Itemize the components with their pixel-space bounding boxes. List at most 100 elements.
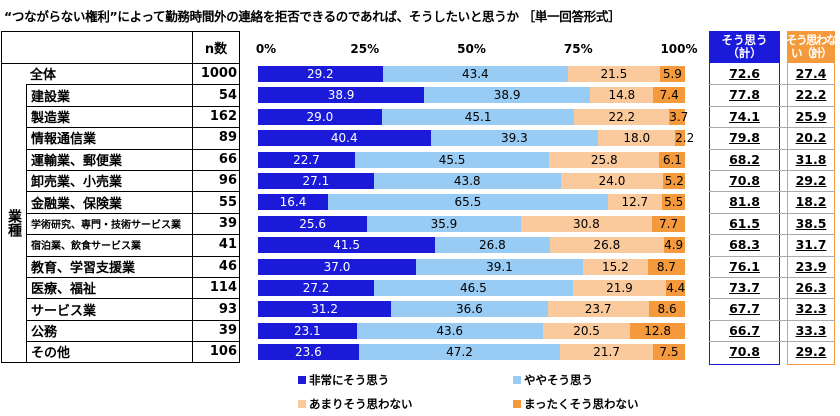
- bar-segment: 38.9: [258, 87, 425, 104]
- bar-segment: 12.8: [630, 322, 685, 339]
- bar-segment: 36.6: [391, 301, 548, 318]
- disagree-total: 22.2: [795, 87, 827, 103]
- row-divider: [27, 84, 240, 86]
- bar-segment: 16.4: [258, 194, 329, 211]
- agree-total: 68.2: [729, 151, 760, 167]
- tick-label: 75%: [563, 42, 593, 56]
- bar-segment: 43.4: [382, 66, 568, 82]
- row-label: 宿泊業、飲食サービス業: [31, 241, 141, 253]
- tick-label: 50%: [457, 42, 486, 56]
- bar-segment: 35.9: [367, 215, 521, 232]
- totals-divider: [709, 127, 835, 129]
- agree-total: 76.1: [729, 258, 760, 274]
- disagree-total: 26.3: [795, 280, 827, 295]
- group-column-border: [1, 84, 27, 363]
- bar-segment: 5.2: [663, 173, 686, 189]
- row-label: 全体: [30, 68, 57, 84]
- row-n: 41: [218, 237, 237, 253]
- row-n: 106: [209, 344, 237, 360]
- bar-segment: 45.1: [381, 108, 575, 125]
- row-n: 55: [218, 194, 237, 210]
- row-label: サービス業: [31, 303, 97, 319]
- bar-segment: 38.9: [424, 87, 591, 104]
- agree-total: 77.8: [729, 87, 760, 103]
- bar-segment: 3.7: [669, 108, 689, 125]
- row-label: 卸売業、小売業: [31, 175, 123, 191]
- row-divider: [27, 277, 240, 278]
- totals-divider: [709, 105, 835, 107]
- row-n: 46: [218, 258, 237, 274]
- totals-divider: [709, 277, 835, 278]
- disagree-total: 27.4: [795, 66, 827, 81]
- tick-label: 0%: [255, 42, 277, 56]
- bar-segment: 24.0: [560, 173, 664, 189]
- agree-total-title: そう思う（計）: [709, 31, 780, 63]
- bar-segment: 12.7: [607, 194, 662, 211]
- legend-swatch: [298, 376, 306, 384]
- bar-segment: 23.1: [258, 322, 357, 339]
- bar-segment: 29.2: [258, 66, 383, 82]
- bar-segment: 37.0: [258, 258, 416, 275]
- totals-divider: [709, 298, 835, 300]
- bar-segment: 27.1: [258, 173, 374, 189]
- legend-label: 非常にそう思う: [309, 373, 390, 387]
- bar-segment: 40.4: [258, 130, 431, 147]
- disagree-total: 33.3: [795, 322, 827, 338]
- disagree-total: 25.9: [795, 108, 827, 124]
- bar-segment: 23.6: [258, 344, 359, 361]
- totals-divider: [709, 212, 835, 214]
- table-frame: [1, 31, 240, 363]
- totals-divider: [709, 84, 835, 86]
- disagree-total: 29.2: [795, 173, 827, 188]
- bar-segment: 18.0: [598, 130, 676, 147]
- row-n: 114: [209, 280, 237, 296]
- row-label: 建設業: [31, 89, 71, 105]
- bar-segment: 6.1: [659, 151, 686, 168]
- agree-total: 79.8: [729, 130, 760, 146]
- bar-segment: 4.9: [664, 237, 685, 254]
- legend-item: 非常にそう思う: [298, 372, 389, 388]
- group-label: 業種: [6, 209, 22, 238]
- agree-total: 73.7: [729, 280, 760, 295]
- bar-segment: 21.5: [568, 66, 660, 82]
- row-n: 1000: [200, 66, 237, 82]
- bar-segment: 47.2: [358, 344, 561, 361]
- bar-segment: 7.7: [652, 215, 685, 232]
- legend-swatch: [298, 400, 306, 408]
- row-n: 39: [218, 215, 237, 231]
- row-label: 公務: [31, 324, 58, 340]
- disagree-total-bg: [787, 31, 835, 63]
- bar-segment: 5.5: [661, 194, 686, 211]
- bar-segment: 30.8: [520, 215, 653, 232]
- agree-total: 72.6: [729, 66, 760, 81]
- bar-segment: 39.3: [430, 130, 599, 147]
- agree-total: 66.7: [729, 322, 760, 338]
- bar-segment: 22.7: [258, 151, 355, 168]
- bar-segment: 14.8: [590, 87, 654, 104]
- row-divider: [27, 341, 240, 343]
- totals-divider: [709, 170, 835, 171]
- bar-segment: 22.2: [574, 108, 670, 125]
- row-n: 54: [218, 87, 237, 103]
- bar-segment: 21.9: [572, 280, 667, 296]
- legend-item: あまりそう思わない: [298, 396, 413, 412]
- disagree-total: 31.8: [795, 151, 827, 167]
- bar-segment: 5.9: [659, 66, 685, 82]
- tick-label: 25%: [350, 42, 380, 56]
- bar-segment: 45.5: [354, 151, 550, 168]
- agree-total: 74.1: [729, 108, 760, 124]
- bar-segment: 21.7: [560, 344, 653, 361]
- legend-item: ややそう思う: [513, 372, 593, 388]
- bar-segment: 8.7: [647, 258, 685, 275]
- bar-segment: 25.8: [549, 151, 660, 168]
- bar-segment: 20.5: [542, 322, 631, 339]
- n-header: n数: [204, 41, 228, 57]
- row-label: 教育、学習支援業: [31, 260, 136, 276]
- row-label: 情報通信業: [31, 132, 97, 148]
- bar-segment: 46.5: [374, 280, 573, 296]
- totals-divider: [709, 255, 835, 257]
- bar-segment: 15.2: [582, 258, 648, 275]
- row-label: その他: [31, 346, 71, 362]
- totals-divider: [709, 191, 835, 193]
- row-divider: [27, 319, 240, 321]
